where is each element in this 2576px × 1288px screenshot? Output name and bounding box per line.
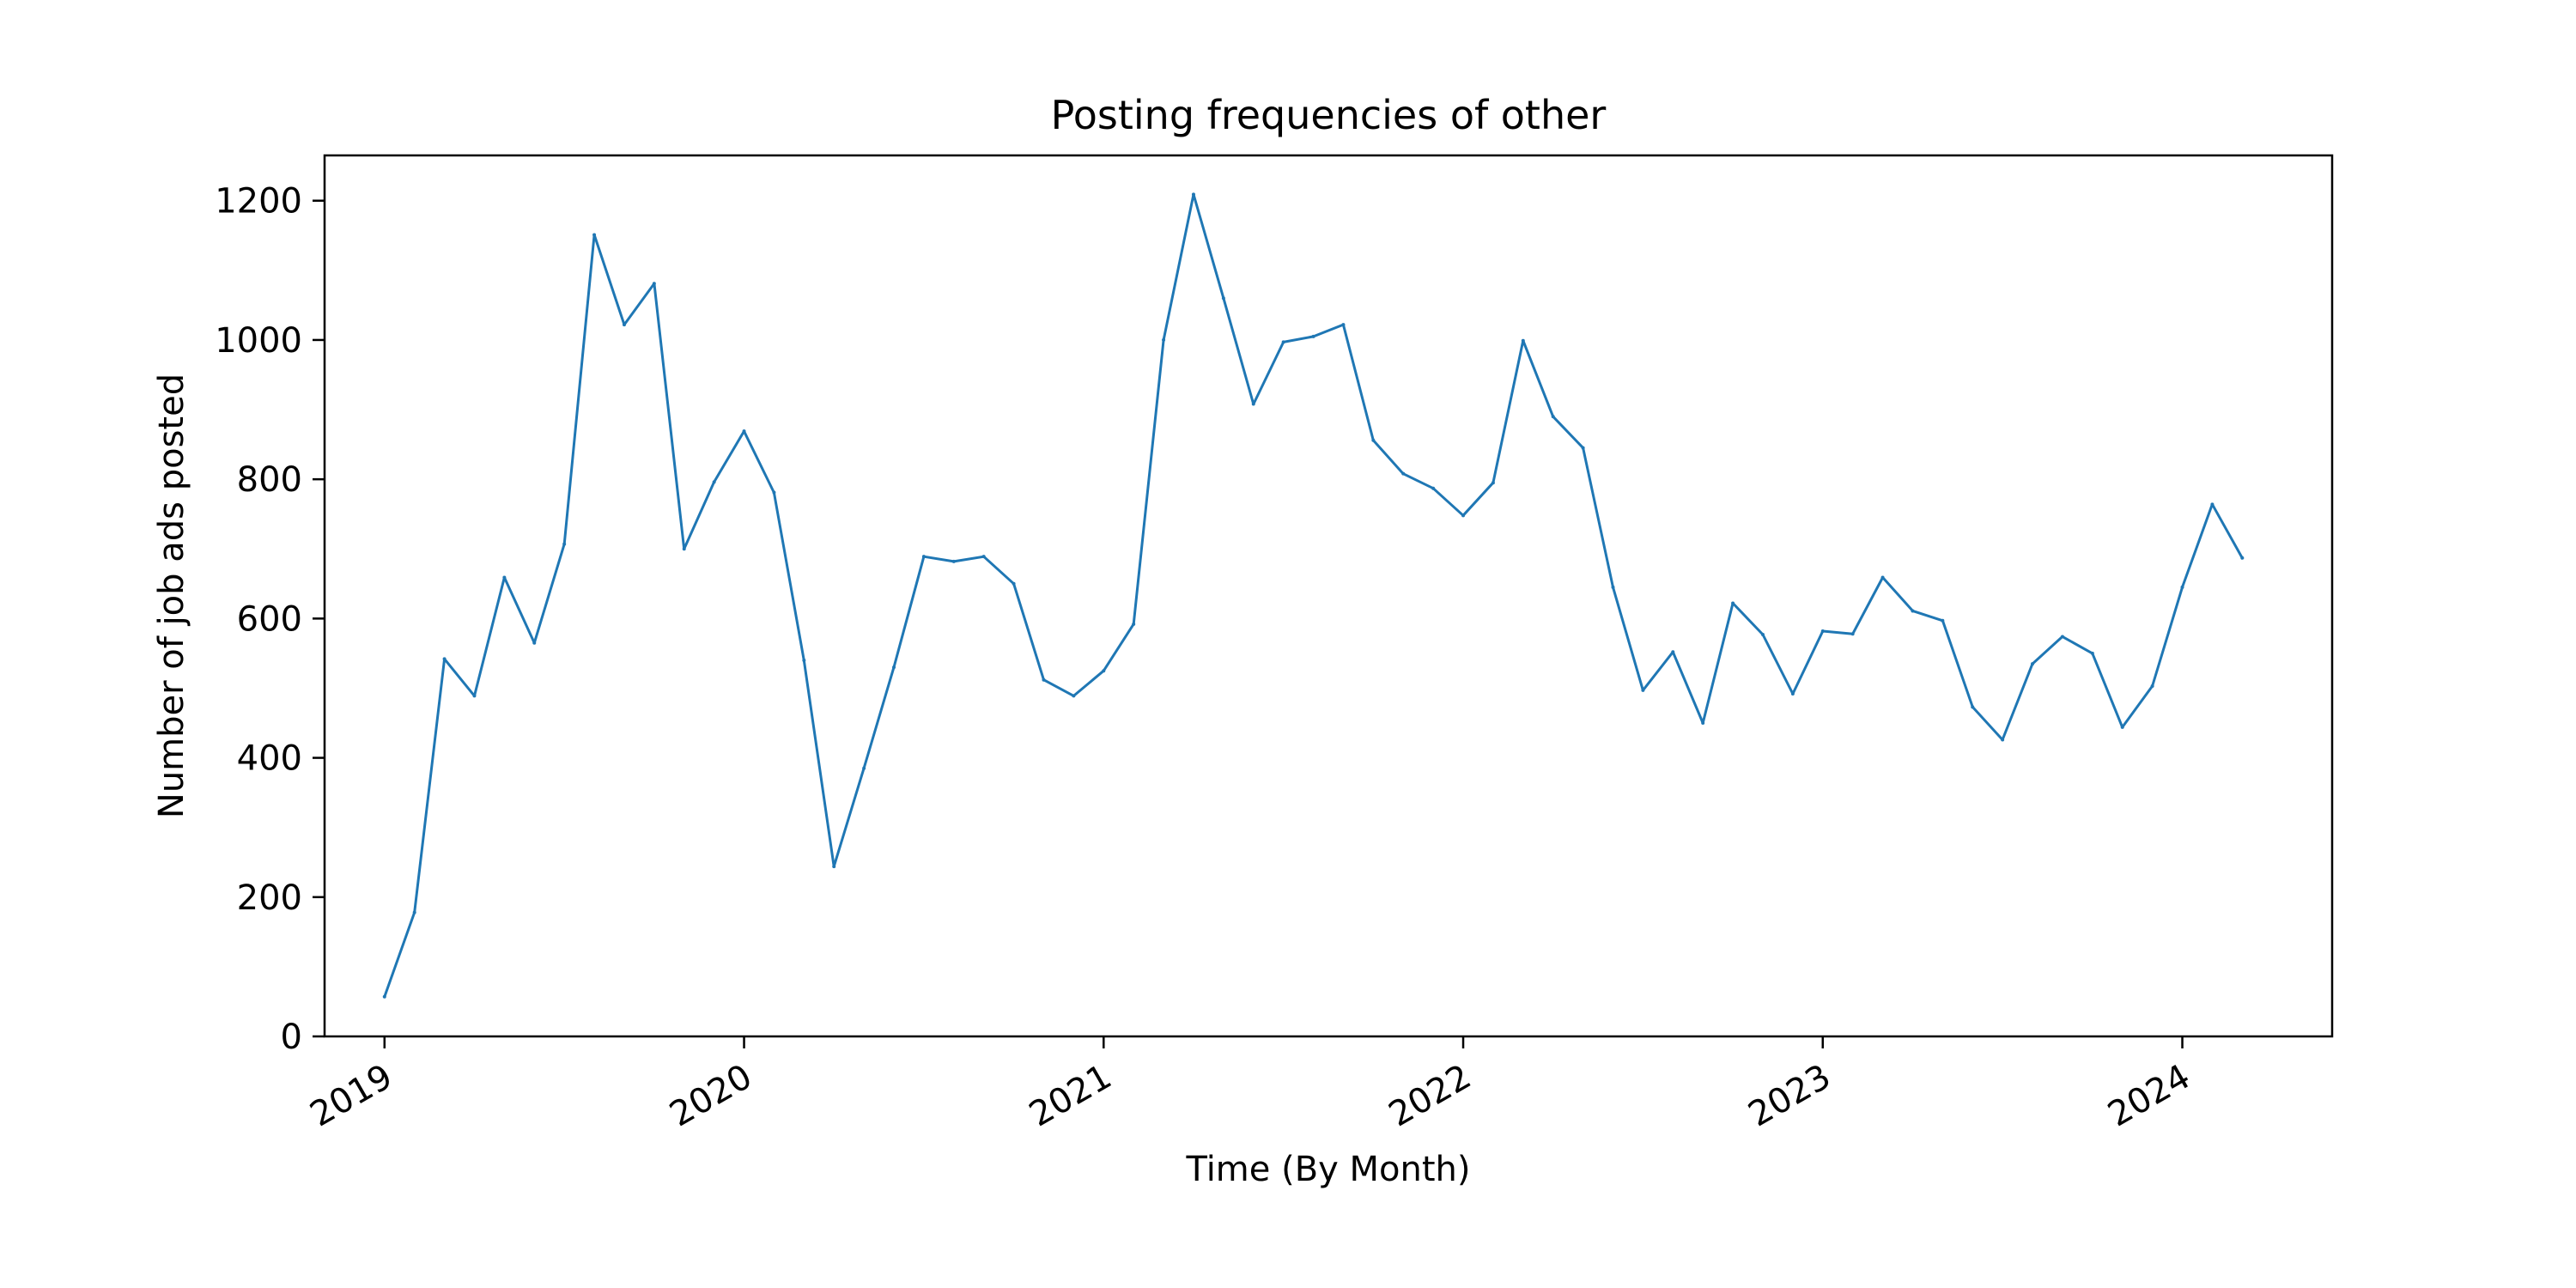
data-point [1671,650,1675,654]
plot-area-frame [323,154,2334,1038]
data-point [1491,481,1495,485]
data-point [562,542,567,546]
x-axis-label: Time (By Month) [1185,1150,1470,1189]
data-point [2210,502,2215,507]
y-tick-label: 1200 [215,182,302,222]
data-point [1551,415,1555,419]
data-point [1611,585,1615,589]
data-point [981,555,986,559]
data-point [1371,438,1376,442]
data-point [442,657,447,661]
data-point [921,555,926,559]
data-point [951,559,956,563]
data-point [1581,446,1585,450]
data-point [592,233,597,237]
data-point [1790,691,1795,696]
y-tick-label: 200 [237,878,302,918]
data-point [1072,694,1076,698]
y-tick-label: 600 [237,599,302,639]
data-point [772,490,776,495]
data-point [1880,575,1885,580]
data-point [1311,334,1315,338]
data-point [1941,618,1945,623]
data-point [502,575,507,580]
data-point [2180,585,2184,589]
data-point [2090,651,2094,655]
data-point [1461,513,1466,518]
data-point [892,665,896,670]
data-point [532,641,537,645]
data-point [742,429,746,434]
data-point [802,659,806,663]
data-point [1731,601,1735,605]
data-point [1820,629,1825,633]
y-tick-label: 800 [237,460,302,500]
y-axis-label: Number of job ads posted [152,374,191,818]
data-point [1701,721,1705,726]
data-point [1401,471,1406,476]
y-tick-label: 1000 [215,321,302,361]
data-point [412,910,416,914]
data-point [1760,633,1765,637]
data-point [382,994,386,999]
data-point [1850,632,1855,636]
data-point [712,480,716,484]
data-point [1251,402,1255,406]
data-point [1431,486,1436,490]
data-point [682,547,686,551]
y-axis: 0 200 400 600 800 1000 1200 [215,182,325,1057]
data-point [2150,684,2154,689]
data-point [652,282,656,286]
data-point [1102,669,1106,673]
data-point [1132,622,1136,626]
data-point [2120,725,2124,729]
data-point [1521,338,1525,343]
data-point [472,694,477,698]
data-point [1971,705,1975,709]
data-point [1162,337,1166,342]
data-points [382,192,2245,999]
data-point [2060,635,2064,639]
data-point [1042,677,1046,682]
y-tick-label: 400 [237,739,302,779]
data-point [1221,296,1225,301]
data-point [1341,323,1346,327]
data-point [1281,340,1285,344]
y-tick-label: 0 [281,1018,302,1057]
data-point [1911,609,1915,613]
data-point [832,865,836,869]
data-point [1012,581,1016,586]
chart-title: Posting frequencies of other [1051,92,1607,138]
data-point [2240,556,2245,560]
data-point [1191,192,1195,197]
data-point [2001,738,2005,742]
data-point [862,766,866,770]
data-point [2031,662,2035,666]
data-point [622,323,626,327]
data-point [1641,688,1645,692]
